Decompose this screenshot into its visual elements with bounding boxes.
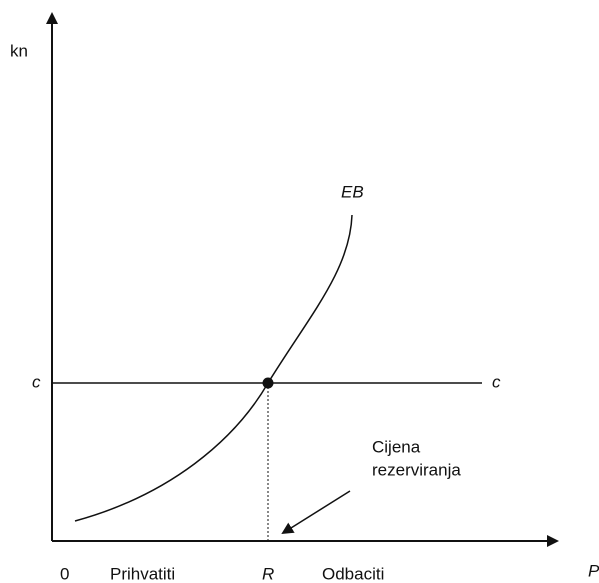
annotation-line: Cijena [372, 437, 421, 456]
annotation-line: rezerviranja [372, 460, 461, 479]
y-axis-label: kn [10, 41, 28, 60]
eb-curve [74, 214, 353, 522]
region-label: Odbaciti [322, 564, 384, 583]
point-label: R [262, 564, 274, 583]
region-label: Prihvatiti [110, 564, 175, 583]
intersection-point [262, 377, 274, 389]
curve-label: EB [341, 182, 364, 201]
annotation-arrow [281, 490, 351, 535]
c-label-left: c [32, 372, 41, 391]
origin-label: 0 [60, 564, 69, 583]
x-axis-label: P [588, 561, 599, 580]
c-label-right: c [492, 372, 501, 391]
